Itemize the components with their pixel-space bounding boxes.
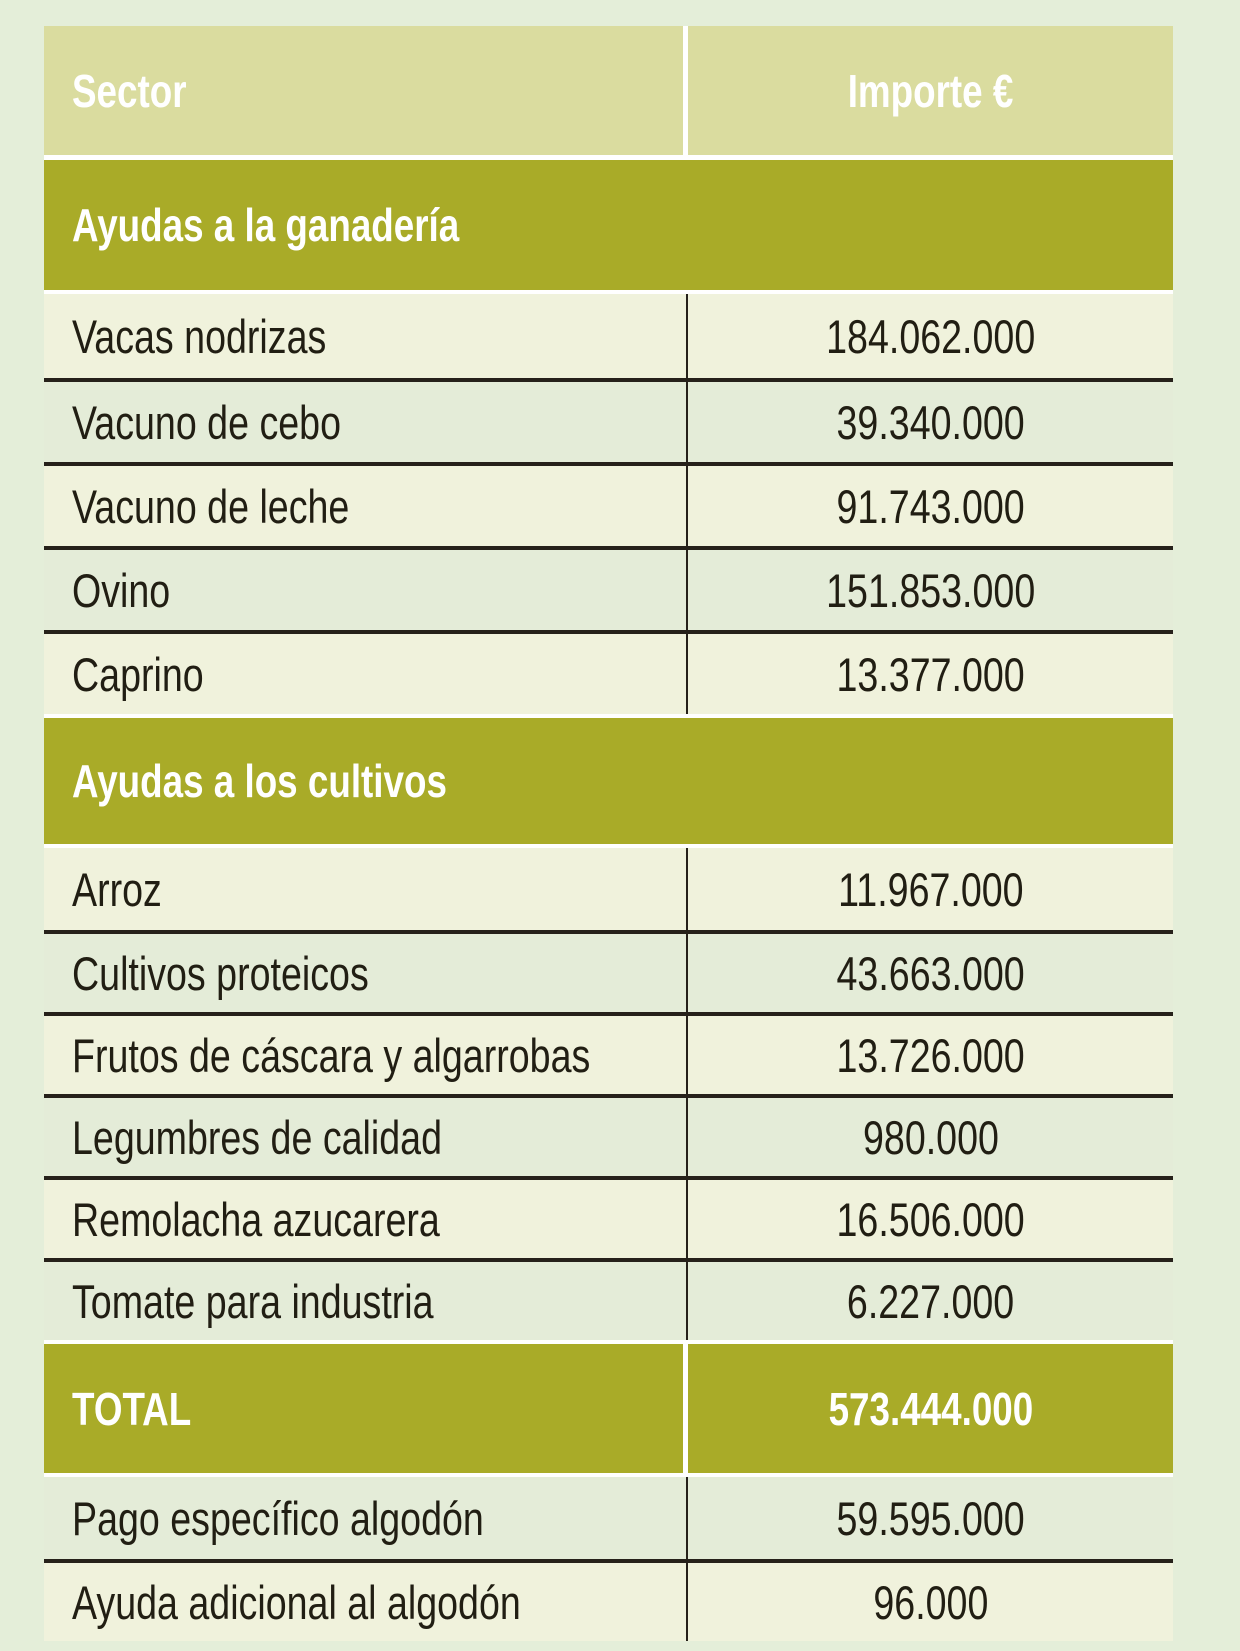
- separator: [44, 155, 1173, 160]
- sector-cell: Vacuno de leche: [44, 466, 688, 546]
- table-row: Arroz 11.967.000: [44, 848, 1173, 930]
- sector-label: Vacuno de leche: [72, 479, 350, 533]
- sector-label: Pago específico algodón: [72, 1491, 484, 1545]
- importe-value: 184.062.000: [825, 309, 1036, 363]
- separator: [44, 714, 1173, 718]
- importe-value: 43.663.000: [836, 946, 1025, 1000]
- sector-cell: Ovino: [44, 550, 688, 630]
- total-row: TOTAL 573.444.000: [44, 1344, 1173, 1473]
- subsidies-table: Sector Importe € Ayudas a la ganadería V…: [44, 26, 1173, 1641]
- sector-cell: Pago específico algodón: [44, 1477, 688, 1559]
- header-sector-label: Sector: [72, 64, 187, 117]
- table-row: Pago específico algodón 59.595.000: [44, 1477, 1173, 1559]
- importe-cell: 6.227.000: [688, 1262, 1173, 1340]
- separator: [44, 1340, 1173, 1344]
- section-header-ganaderia: Ayudas a la ganadería: [44, 160, 1173, 290]
- sector-label: Legumbres de calidad: [72, 1110, 442, 1164]
- importe-cell: 184.062.000: [688, 294, 1173, 378]
- importe-value: 59.595.000: [836, 1491, 1025, 1545]
- sector-label: Vacuno de cebo: [72, 395, 341, 449]
- sector-cell: Legumbres de calidad: [44, 1098, 688, 1176]
- table-row: Ovino 151.853.000: [44, 546, 1173, 630]
- importe-value: 16.506.000: [836, 1192, 1025, 1246]
- sector-cell: Cultivos proteicos: [44, 934, 688, 1012]
- table-row: Remolacha azucarera 16.506.000: [44, 1176, 1173, 1258]
- total-label-cell: TOTAL: [44, 1344, 688, 1473]
- sector-label: Tomate para industria: [72, 1274, 434, 1328]
- sector-label: Cultivos proteicos: [72, 946, 369, 1000]
- sector-cell: Vacas nodrizas: [44, 294, 688, 378]
- importe-cell: 151.853.000: [688, 550, 1173, 630]
- header-importe-label: Importe €: [847, 64, 1014, 117]
- sector-label: Arroz: [72, 862, 162, 916]
- table-header-row: Sector Importe €: [44, 26, 1173, 155]
- sector-cell: Ayuda adicional al algodón: [44, 1563, 688, 1641]
- importe-cell: 91.743.000: [688, 466, 1173, 546]
- table-row: Vacuno de cebo 39.340.000: [44, 378, 1173, 462]
- sector-label: Vacas nodrizas: [72, 309, 327, 363]
- separator: [44, 290, 1173, 294]
- sector-label: Caprino: [72, 647, 204, 701]
- importe-cell: 980.000: [688, 1098, 1173, 1176]
- sector-label: Frutos de cáscara y algarrobas: [72, 1028, 591, 1082]
- importe-cell: 39.340.000: [688, 382, 1173, 462]
- importe-cell: 16.506.000: [688, 1180, 1173, 1258]
- sector-cell: Caprino: [44, 634, 688, 714]
- total-label: TOTAL: [72, 1382, 192, 1435]
- importe-value: 91.743.000: [836, 479, 1025, 533]
- row-group-algodon: Pago específico algodón 59.595.000 Ayuda…: [44, 1477, 1173, 1641]
- sector-label: Ovino: [72, 563, 171, 617]
- importe-value: 13.726.000: [836, 1028, 1025, 1082]
- importe-cell: 13.726.000: [688, 1016, 1173, 1094]
- sector-cell: Arroz: [44, 848, 688, 930]
- sector-label: Ayuda adicional al algodón: [72, 1575, 521, 1629]
- sector-label: Remolacha azucarera: [72, 1192, 440, 1246]
- table-row: Vacas nodrizas 184.062.000: [44, 294, 1173, 378]
- header-cell-sector: Sector: [44, 26, 688, 155]
- table-row: Tomate para industria 6.227.000: [44, 1258, 1173, 1340]
- table-row: Vacuno de leche 91.743.000: [44, 462, 1173, 546]
- table-row: Caprino 13.377.000: [44, 630, 1173, 714]
- table-row: Cultivos proteicos 43.663.000: [44, 930, 1173, 1012]
- importe-cell: 11.967.000: [688, 848, 1173, 930]
- row-group-cultivos: Arroz 11.967.000 Cultivos proteicos 43.6…: [44, 848, 1173, 1340]
- section-header-cultivos: Ayudas a los cultivos: [44, 718, 1173, 844]
- importe-cell: 59.595.000: [688, 1477, 1173, 1559]
- table-row: Frutos de cáscara y algarrobas 13.726.00…: [44, 1012, 1173, 1094]
- importe-value: 13.377.000: [836, 647, 1025, 701]
- sector-cell: Frutos de cáscara y algarrobas: [44, 1016, 688, 1094]
- importe-value: 6.227.000: [846, 1274, 1015, 1328]
- separator: [44, 844, 1173, 848]
- importe-cell: 43.663.000: [688, 934, 1173, 1012]
- importe-cell: 96.000: [688, 1563, 1173, 1641]
- importe-value: 980.000: [862, 1110, 999, 1164]
- importe-value: 11.967.000: [837, 862, 1024, 916]
- table-row: Legumbres de calidad 980.000: [44, 1094, 1173, 1176]
- table-row: Ayuda adicional al algodón 96.000: [44, 1559, 1173, 1641]
- section-ganaderia-title: Ayudas a la ganadería: [72, 199, 460, 251]
- sector-cell: Remolacha azucarera: [44, 1180, 688, 1258]
- sector-cell: Vacuno de cebo: [44, 382, 688, 462]
- row-group-ganaderia: Vacas nodrizas 184.062.000 Vacuno de ceb…: [44, 294, 1173, 714]
- importe-value: 151.853.000: [825, 563, 1036, 617]
- section-cultivos-title: Ayudas a los cultivos: [72, 755, 447, 807]
- sector-cell: Tomate para industria: [44, 1262, 688, 1340]
- total-value-cell: 573.444.000: [688, 1344, 1173, 1473]
- total-value: 573.444.000: [828, 1382, 1033, 1435]
- importe-value: 39.340.000: [836, 395, 1025, 449]
- separator: [44, 1473, 1173, 1477]
- importe-value: 96.000: [872, 1575, 988, 1629]
- header-cell-importe: Importe €: [688, 26, 1173, 155]
- importe-cell: 13.377.000: [688, 634, 1173, 714]
